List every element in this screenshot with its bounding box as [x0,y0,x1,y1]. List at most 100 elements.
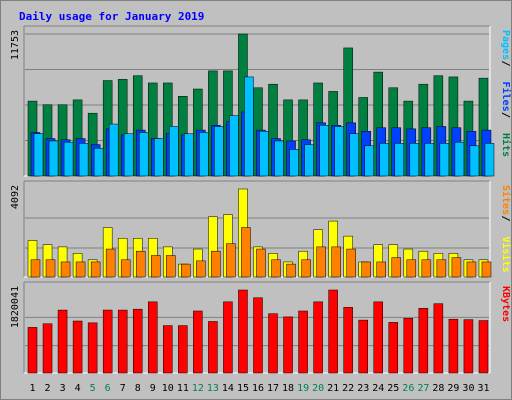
bar-sites [151,255,161,278]
x-tick-label: 9 [150,383,156,394]
bar-kbytes [418,307,429,374]
bar-sites [436,259,447,278]
bar-kbytes [42,323,53,374]
bar-sites [120,259,131,278]
legend-hits: Hits [500,133,512,157]
x-tick-label: 8 [135,383,141,394]
bar-sites [361,261,371,278]
bar-sites [406,259,417,278]
bar-pages [289,149,299,177]
bar-pages [259,131,269,177]
bar-kbytes [283,316,293,374]
x-tick-label: 29 [447,383,459,394]
bar-sites [481,261,492,278]
bar-pages [484,143,495,177]
bar-kbytes [238,289,248,374]
bar-kbytes [102,309,113,374]
legend-files: Files [500,82,512,112]
x-tick-label: 31 [477,383,489,394]
bar-sites [301,259,311,278]
bar-sites [346,248,356,278]
bar-sites [451,257,462,278]
x-tick-label: 21 [327,383,339,394]
bar-kbytes [178,325,188,374]
x-tick-label: 26 [402,383,414,394]
bar-sites [181,263,191,278]
bar-kbytes [268,313,278,374]
bar-pages [169,126,179,177]
bar-kbytes [463,319,474,374]
x-tick-label: 30 [462,383,474,394]
bar-sites [135,250,146,278]
x-tick-label: 25 [387,383,399,394]
bar-kbytes [433,303,444,374]
x-tick-label: 22 [342,383,354,394]
x-tick-label: 12 [192,383,204,394]
bar-sites [241,227,251,278]
x-tick-label: 10 [162,383,174,394]
panel-top: 11753 Pages / Files / Hits [10,25,512,177]
bar-sites [226,243,236,278]
bar-sites [75,261,86,278]
bar-kbytes [313,301,323,374]
bar-sites [331,246,341,278]
bar-kbytes [117,309,128,374]
legend-visits: Visits [500,237,512,273]
bar-pages [424,143,435,177]
bar-kbytes [148,301,158,374]
x-tick-label: 6 [105,383,111,394]
bar-kbytes [373,301,383,374]
bar-kbytes [253,297,263,374]
x-tick-label: 5 [90,383,96,394]
bar-pages [108,123,119,177]
bar-kbytes [448,318,459,374]
bar-kbytes [208,321,218,374]
bar-kbytes [223,301,233,374]
bar-pages [394,143,405,177]
bar-pages [184,133,194,177]
bar-pages [63,141,74,177]
bar-pages [349,133,359,177]
bar-sites [196,260,206,278]
bar-pages [409,143,420,177]
bar-pages [48,140,59,177]
bar-pages [244,76,254,177]
bar-kbytes [72,320,83,374]
x-tick-label: 28 [432,383,444,394]
bar-kbytes [57,309,68,374]
panel-legend: Pages / Files / Hits [500,30,512,157]
bar-sites [105,248,116,278]
bar-pages [93,147,104,177]
bar-kbytes [27,327,38,374]
bar-pages [379,143,389,177]
bar-kbytes [328,289,338,374]
bar-pages [78,143,89,177]
x-tick-label: 15 [237,383,249,394]
bar-pages [304,144,314,177]
x-tick-label: 16 [252,383,264,394]
bar-pages [364,145,374,177]
bar-sites [316,246,326,278]
bar-sites [60,261,71,278]
bar-sites [30,259,41,278]
bar-sites [271,259,281,278]
bar-sites [166,255,176,278]
bar-kbytes [403,318,414,374]
x-tick-label: 7 [120,383,126,394]
bar-kbytes [358,319,368,374]
bar-kbytes [132,308,143,374]
ymax-label: 4092 [10,185,21,209]
x-tick-label: 19 [297,383,309,394]
legend-sites: Sites [500,185,512,215]
bar-pages [229,115,239,177]
panel-middle: 4092 Sites / Visits [10,180,512,278]
bar-pages [319,125,329,177]
panel-legend: Sites / Visits [500,185,512,273]
legend-pages: Pages [500,30,511,60]
panel-bottom: 1820041 KBytes [10,281,511,374]
x-tick-label: 24 [372,383,384,394]
ymax-label: 11753 [10,30,21,60]
bar-kbytes [388,322,399,374]
chart-title: Daily usage for January 2019 [19,10,204,23]
